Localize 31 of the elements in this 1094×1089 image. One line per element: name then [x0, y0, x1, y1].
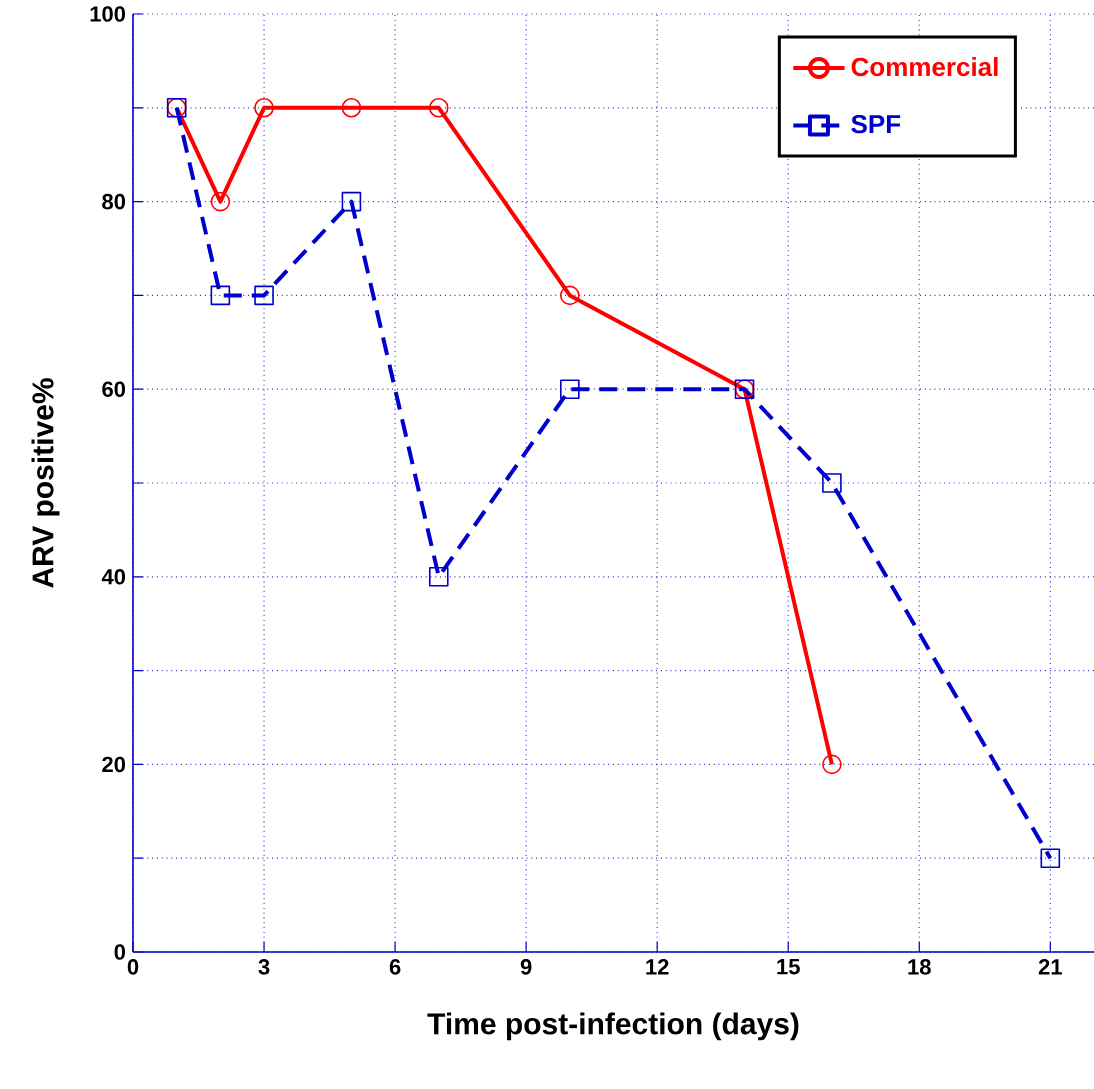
- x-tick-label: 15: [777, 959, 800, 975]
- y-tick-label: 60: [102, 381, 126, 397]
- point: [822, 754, 842, 775]
- x-tick-label: 18: [908, 959, 931, 975]
- y-tick-label: 40: [101, 569, 126, 585]
- legend-label: SPF: [851, 114, 901, 134]
- point: [428, 98, 449, 118]
- x-tick-label: 0: [127, 959, 139, 975]
- point: [210, 191, 231, 212]
- x-tick-label: 9: [520, 959, 532, 975]
- legend-label: Commercial: [851, 57, 998, 77]
- point: [1040, 848, 1061, 868]
- point: [560, 285, 580, 306]
- y-axis-title: ARV positive%: [31, 378, 60, 588]
- y-tick-label: 0: [114, 944, 126, 960]
- point: [254, 98, 274, 118]
- y-tick-label: 100: [90, 6, 126, 22]
- x-tick-label: 6: [389, 959, 401, 975]
- point: [428, 567, 449, 587]
- point: [341, 191, 362, 212]
- point: [822, 473, 842, 493]
- point: [560, 379, 580, 399]
- x-tick-label: 12: [646, 959, 669, 975]
- y-tick-label: 20: [102, 756, 126, 773]
- point: [210, 285, 231, 306]
- point: [341, 98, 362, 118]
- point: [254, 285, 274, 306]
- y-tick-label: 80: [102, 193, 126, 210]
- x-tick-label: 21: [1038, 959, 1062, 975]
- x-axis-title: Time post-infection (days): [427, 1012, 799, 1041]
- x-tick-label: 3: [258, 959, 270, 975]
